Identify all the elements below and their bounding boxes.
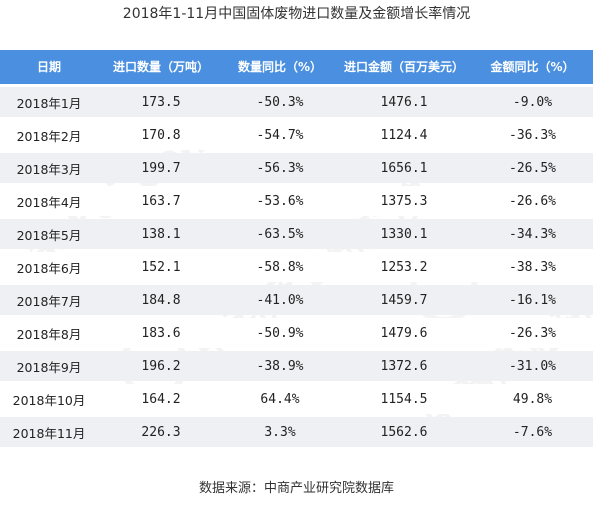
table-row: 2018年6月 152.1 -58.8% 1253.2 -38.3%	[0, 252, 593, 282]
data-source-note: 数据来源：中商产业研究院数据库	[198, 481, 394, 496]
cell-amount: 1154.5	[336, 384, 472, 414]
table-row: 2018年4月 163.7 -53.6% 1375.3 -26.6%	[0, 186, 593, 216]
cell-amount-yoy: -26.6%	[472, 186, 593, 216]
header-import-amount: 进口金额（百万美元）	[336, 50, 472, 84]
cell-amount: 1476.1	[336, 87, 472, 117]
cell-amount-yoy: -34.3%	[472, 219, 593, 249]
cell-quantity: 196.2	[98, 351, 224, 381]
cell-quantity-yoy: -50.9%	[224, 318, 336, 348]
cell-date: 2018年8月	[0, 318, 98, 348]
cell-quantity: 164.2	[98, 384, 224, 414]
cell-amount: 1656.1	[336, 153, 472, 183]
cell-date: 2018年6月	[0, 252, 98, 282]
cell-date: 2018年7月	[0, 285, 98, 315]
table-row: 2018年7月 184.8 -41.0% 1459.7 -16.1%	[0, 285, 593, 315]
cell-quantity: 138.1	[98, 219, 224, 249]
cell-amount: 1253.2	[336, 252, 472, 282]
cell-quantity: 199.7	[98, 153, 224, 183]
cell-quantity: 163.7	[98, 186, 224, 216]
cell-amount-yoy: -38.3%	[472, 252, 593, 282]
cell-amount: 1124.4	[336, 120, 472, 150]
table-row: 2018年3月 199.7 -56.3% 1656.1 -26.5%	[0, 153, 593, 183]
cell-date: 2018年4月	[0, 186, 98, 216]
cell-date: 2018年11月	[0, 417, 98, 447]
cell-quantity-yoy: 64.4%	[224, 384, 336, 414]
data-table: 日期 进口数量（万吨） 数量同比（%） 进口金额（百万美元） 金额同比（%） 2…	[0, 47, 593, 450]
cell-quantity-yoy: -50.3%	[224, 87, 336, 117]
table-row: 2018年5月 138.1 -63.5% 1330.1 -34.3%	[0, 219, 593, 249]
cell-date: 2018年5月	[0, 219, 98, 249]
cell-quantity: 183.6	[98, 318, 224, 348]
cell-amount-yoy: -16.1%	[472, 285, 593, 315]
cell-date: 2018年2月	[0, 120, 98, 150]
cell-date: 2018年1月	[0, 87, 98, 117]
cell-quantity-yoy: -56.3%	[224, 153, 336, 183]
cell-amount: 1372.6	[336, 351, 472, 381]
cell-quantity-yoy: -63.5%	[224, 219, 336, 249]
cell-amount-yoy: -7.6%	[472, 417, 593, 447]
cell-quantity-yoy: -53.6%	[224, 186, 336, 216]
cell-quantity-yoy: -41.0%	[224, 285, 336, 315]
cell-amount-yoy: -36.3%	[472, 120, 593, 150]
cell-quantity: 226.3	[98, 417, 224, 447]
page-title: 2018年1-11月中国固体废物进口数量及金额增长率情况	[122, 6, 471, 22]
cell-amount-yoy: -9.0%	[472, 87, 593, 117]
cell-quantity: 184.8	[98, 285, 224, 315]
table-row: 2018年11月 226.3 3.3% 1562.6 -7.6%	[0, 417, 593, 447]
cell-amount: 1479.6	[336, 318, 472, 348]
cell-amount-yoy: -26.3%	[472, 318, 593, 348]
cell-quantity-yoy: -54.7%	[224, 120, 336, 150]
cell-quantity-yoy: -58.8%	[224, 252, 336, 282]
cell-date: 2018年10月	[0, 384, 98, 414]
cell-quantity: 173.5	[98, 87, 224, 117]
header-amount-yoy: 金额同比（%）	[472, 50, 593, 84]
cell-amount: 1459.7	[336, 285, 472, 315]
cell-date: 2018年9月	[0, 351, 98, 381]
table-header-row: 日期 进口数量（万吨） 数量同比（%） 进口金额（百万美元） 金额同比（%）	[0, 50, 593, 84]
table-row: 2018年8月 183.6 -50.9% 1479.6 -26.3%	[0, 318, 593, 348]
cell-amount: 1375.3	[336, 186, 472, 216]
cell-date: 2018年3月	[0, 153, 98, 183]
cell-amount-yoy: -31.0%	[472, 351, 593, 381]
table-row: 2018年10月 164.2 64.4% 1154.5 49.8%	[0, 384, 593, 414]
cell-quantity: 152.1	[98, 252, 224, 282]
header-date: 日期	[0, 50, 98, 84]
cell-quantity: 170.8	[98, 120, 224, 150]
table-row: 2018年1月 173.5 -50.3% 1476.1 -9.0%	[0, 87, 593, 117]
cell-amount-yoy: 49.8%	[472, 384, 593, 414]
cell-quantity-yoy: -38.9%	[224, 351, 336, 381]
header-import-quantity: 进口数量（万吨）	[98, 50, 224, 84]
table-row: 2018年2月 170.8 -54.7% 1124.4 -36.3%	[0, 120, 593, 150]
header-quantity-yoy: 数量同比（%）	[224, 50, 336, 84]
cell-amount: 1330.1	[336, 219, 472, 249]
cell-quantity-yoy: 3.3%	[224, 417, 336, 447]
table-row: 2018年9月 196.2 -38.9% 1372.6 -31.0%	[0, 351, 593, 381]
cell-amount: 1562.6	[336, 417, 472, 447]
cell-amount-yoy: -26.5%	[472, 153, 593, 183]
